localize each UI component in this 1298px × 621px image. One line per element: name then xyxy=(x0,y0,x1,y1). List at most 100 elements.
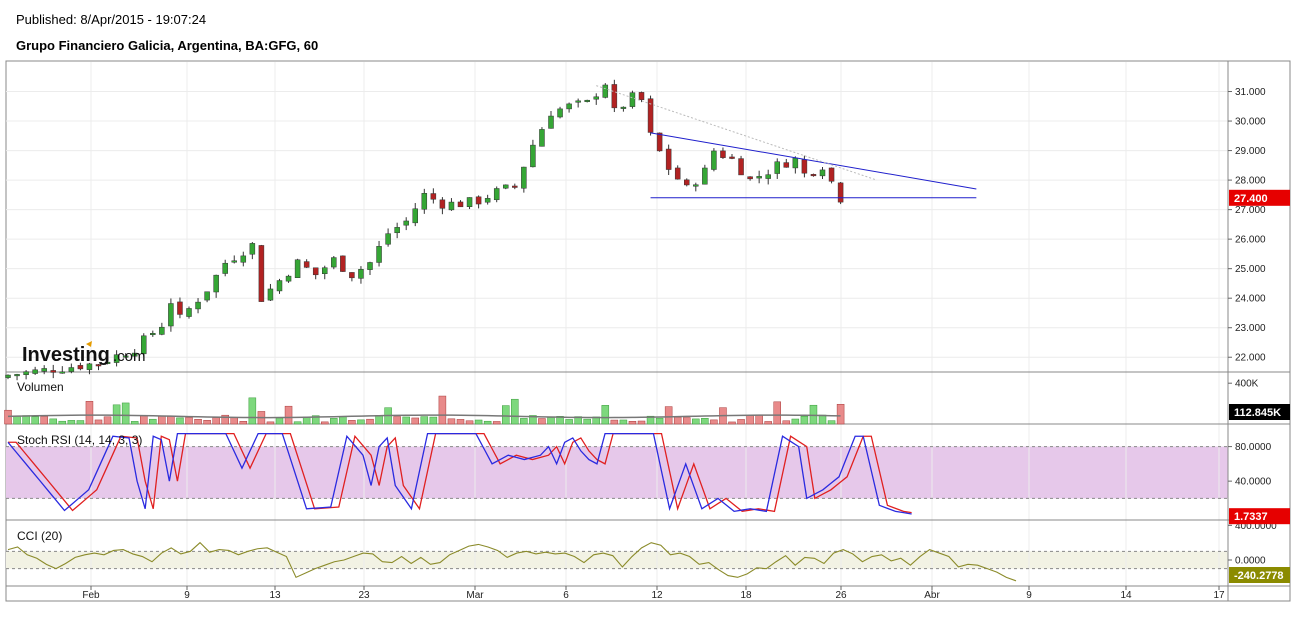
volume-bar xyxy=(176,417,184,425)
volume-bar xyxy=(58,420,67,425)
candle-body xyxy=(693,184,699,187)
x-tick-label: 14 xyxy=(1120,590,1132,601)
price-last-badge-bg xyxy=(1229,189,1290,206)
volume-bar xyxy=(330,418,338,425)
volume-bar xyxy=(755,414,763,425)
candle-body xyxy=(566,103,572,110)
volume-bar xyxy=(737,419,745,425)
volume-bar xyxy=(456,419,465,425)
x-tick-label: Feb xyxy=(82,590,100,601)
price-candles xyxy=(5,79,844,381)
x-tick-label: Mar xyxy=(466,590,484,601)
candle-body xyxy=(186,308,192,317)
volume-bar xyxy=(121,402,130,425)
candle-body xyxy=(104,361,111,364)
candle-body xyxy=(629,92,636,107)
price-tick-label: 27.000 xyxy=(1235,205,1266,216)
candle-body xyxy=(412,208,418,224)
volume-bar xyxy=(818,414,827,425)
candle-body xyxy=(159,326,165,335)
candle-body xyxy=(674,167,681,180)
volume-bar xyxy=(284,405,293,425)
volume-bar xyxy=(402,416,410,425)
candle-body xyxy=(349,272,355,279)
price-tick-label: 23.000 xyxy=(1235,323,1266,334)
volume-bar xyxy=(339,416,347,425)
volume-tick-label: 400K xyxy=(1235,379,1259,390)
volume-bars: 400K xyxy=(4,379,1259,425)
candle-body xyxy=(539,129,545,147)
price-tick-label: 28.000 xyxy=(1235,176,1266,187)
candle-body xyxy=(738,158,744,176)
volume-bar xyxy=(556,416,564,425)
candle-body xyxy=(620,106,627,109)
stoch-last-badge-bg xyxy=(1229,508,1290,525)
volume-bar xyxy=(321,421,329,425)
candle-body xyxy=(801,159,808,174)
candle-body xyxy=(503,184,509,189)
stoch-panel-label: Stoch RSI (14, 14, 3, 3) xyxy=(17,433,142,447)
candle-body xyxy=(548,115,554,129)
volume-bar xyxy=(646,415,655,425)
volume-bar xyxy=(800,416,809,425)
x-tick-label: Abr xyxy=(924,590,940,601)
volume-bar xyxy=(601,405,610,425)
candle-body xyxy=(141,335,147,355)
candle-body xyxy=(68,367,75,372)
candle-body xyxy=(837,182,844,203)
volume-bar xyxy=(230,417,238,425)
investing-logo[interactable]: Investing .com xyxy=(22,341,146,366)
candle-body xyxy=(403,220,409,226)
price-tick-label: 25.000 xyxy=(1235,264,1266,275)
candle-body xyxy=(385,233,391,245)
stoch-tick-label: 40.0000 xyxy=(1235,477,1272,488)
volume-bar xyxy=(782,420,791,425)
candle-body xyxy=(285,275,292,282)
price-tick-label: 29.000 xyxy=(1235,146,1266,157)
cci-tick-label: 0.0000 xyxy=(1235,556,1266,567)
cci-last-badge: -240.2778 xyxy=(1229,567,1290,583)
volume-bar xyxy=(710,419,718,425)
price-tick-label: 30.000 xyxy=(1235,117,1266,128)
candle-body xyxy=(493,188,500,201)
candle-body xyxy=(303,261,310,268)
candle-body xyxy=(249,243,256,255)
candle-body xyxy=(756,176,762,179)
candle-body xyxy=(684,179,690,186)
trendline-0 xyxy=(650,132,977,190)
candle-body xyxy=(367,262,373,270)
stoch-lines: 80.0000 40.0000 xyxy=(6,432,1272,515)
candle-body xyxy=(240,255,247,263)
candle-body xyxy=(177,301,183,315)
candle-body xyxy=(113,354,120,363)
volume-bar xyxy=(67,420,76,425)
volume-bar xyxy=(311,415,320,425)
volume-bar xyxy=(683,417,691,425)
candle-body xyxy=(656,132,663,152)
volume-bar xyxy=(483,420,492,425)
candle-body xyxy=(213,274,219,293)
published-timestamp: Published: 8/Apr/2015 - 19:07:24 xyxy=(16,12,207,27)
dotted-trendline xyxy=(596,85,877,181)
x-tick-label: 6 xyxy=(563,590,569,601)
candle-body xyxy=(665,148,672,170)
cci-last-badge-text: -240.2778 xyxy=(1234,570,1284,582)
stoch-tick-label: 80.0000 xyxy=(1235,442,1272,453)
volume-bar xyxy=(85,401,94,425)
volume-bar xyxy=(194,418,202,425)
volume-panel-label: Volumen xyxy=(17,380,64,394)
volume-bar xyxy=(809,404,818,425)
x-ticks: Feb 9 13 23 Mar 6 12 18 26 Abr 9 14 17 xyxy=(82,586,1225,601)
candle-body xyxy=(122,355,129,358)
volume-bar xyxy=(112,404,121,425)
candle-body xyxy=(77,365,84,370)
x-tick-label: 23 xyxy=(358,590,370,601)
candle-body xyxy=(466,197,473,207)
candle-body xyxy=(593,96,599,100)
volume-bar xyxy=(130,421,139,425)
volume-bar xyxy=(438,395,447,425)
volume-bar xyxy=(31,416,39,425)
volume-bar xyxy=(366,418,374,425)
volume-bar xyxy=(583,418,591,425)
